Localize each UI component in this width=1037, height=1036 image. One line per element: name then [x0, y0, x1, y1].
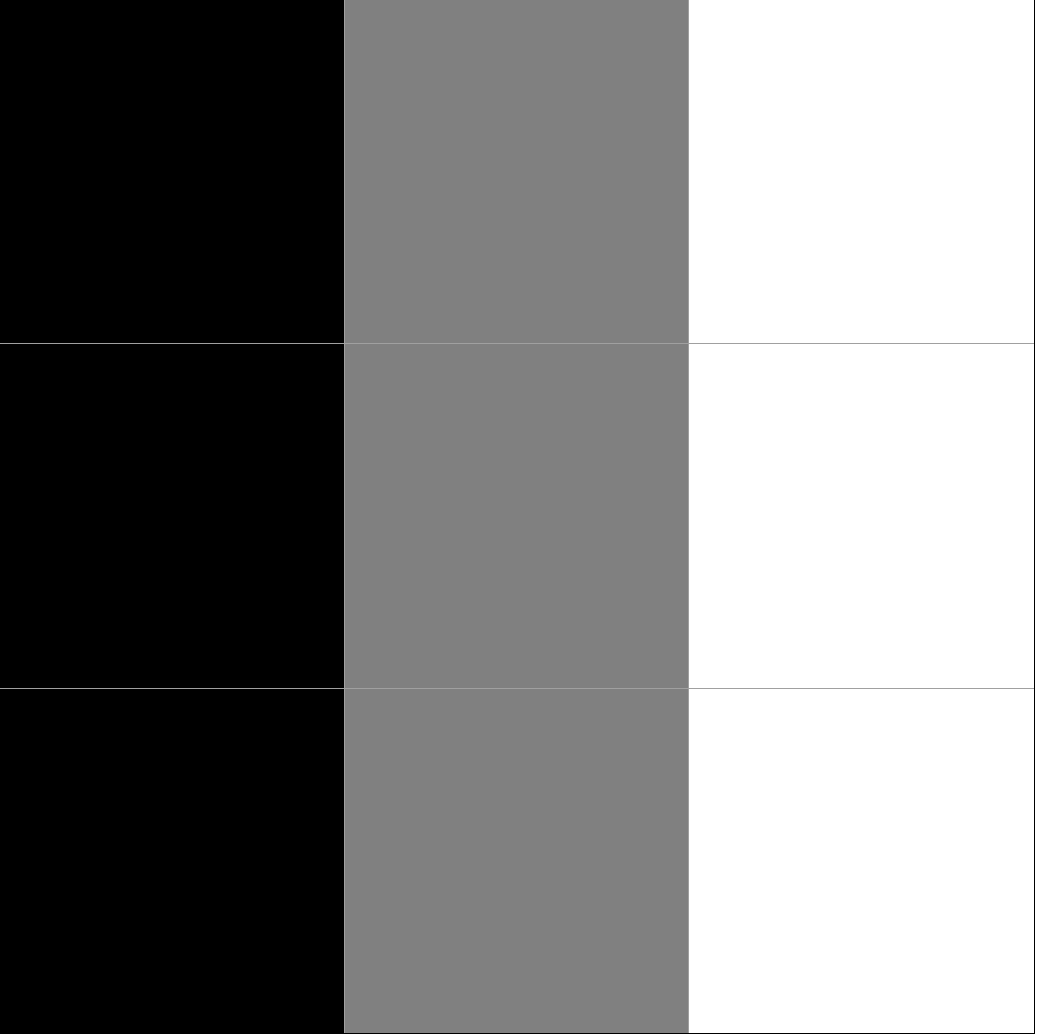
swatch-r3-c2: [345, 689, 689, 1033]
swatch-r3-c3: [689, 689, 1034, 1033]
swatch-r1-c2: [345, 0, 689, 344]
swatch-r1-c3: [689, 0, 1034, 344]
swatch-r1-c1: [0, 0, 345, 344]
swatch-r2-c1: [0, 344, 345, 689]
swatch-r2-c2: [345, 344, 689, 689]
swatch-r3-c1: [0, 689, 345, 1033]
swatch-r2-c3: [689, 344, 1034, 689]
